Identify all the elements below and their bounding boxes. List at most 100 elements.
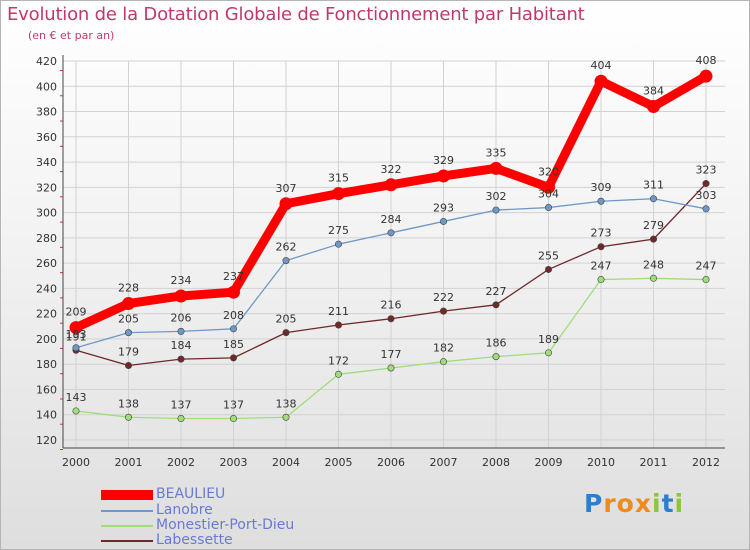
data-point-labessette: [544, 265, 552, 273]
data-label-labessette: 279: [643, 219, 664, 232]
data-point-monestier-port-dieu: [439, 358, 447, 366]
data-label-monestier-port-dieu: 137: [171, 399, 192, 412]
logo-letter: i: [652, 489, 662, 518]
data-label-monestier-port-dieu: 138: [276, 397, 297, 410]
data-label-lanobre: 293: [433, 201, 454, 214]
data-label-beaulieu: 237: [223, 270, 244, 283]
legend-label-labessette: Labessette: [156, 532, 233, 548]
data-point-labessette: [282, 329, 290, 337]
x-tick-label: 2010: [587, 456, 615, 469]
data-label-labessette: 185: [223, 338, 244, 351]
logo-letter: x: [634, 489, 652, 518]
data-label-beaulieu: 384: [643, 84, 664, 97]
data-point-labessette: [597, 243, 605, 251]
data-point-beaulieu: [122, 297, 135, 311]
data-point-beaulieu: [699, 69, 713, 83]
x-tick-label: 2005: [325, 456, 353, 469]
x-tick-label: 2009: [535, 456, 563, 469]
data-label-lanobre: 262: [276, 241, 297, 254]
data-label-lanobre: 303: [696, 189, 717, 202]
x-tick-label: 2007: [430, 456, 458, 469]
data-label-lanobre: 275: [328, 224, 349, 237]
legend-label-beaulieu: BEAULIEU: [156, 486, 226, 502]
data-label-monestier-port-dieu: 182: [433, 342, 454, 355]
data-label-monestier-port-dieu: 177: [381, 348, 402, 361]
y-tick-label: 260: [36, 257, 57, 270]
logo-letter: t: [661, 489, 675, 518]
y-tick-label: 140: [36, 409, 57, 422]
data-label-lanobre: 206: [171, 311, 192, 324]
data-point-labessette: [125, 361, 133, 369]
data-point-labessette: [334, 321, 342, 329]
data-point-beaulieu: [384, 178, 398, 192]
proxiti-logo: Proxiti: [584, 489, 684, 518]
data-point-monestier-port-dieu: [597, 276, 605, 284]
data-label-beaulieu: 320: [538, 165, 559, 178]
data-label-lanobre: 284: [381, 213, 402, 226]
data-point-beaulieu: [489, 161, 503, 175]
data-label-labessette: 222: [433, 291, 454, 304]
data-label-beaulieu: 408: [696, 54, 717, 67]
legend-label-monestier: Monestier-Port-Dieu: [156, 517, 295, 533]
data-point-labessette: [492, 301, 500, 309]
y-tick-label: 340: [36, 156, 57, 169]
data-point-beaulieu: [437, 169, 450, 183]
data-label-beaulieu: 322: [381, 163, 402, 176]
data-label-beaulieu: 329: [433, 154, 454, 167]
data-point-lanobre: [282, 257, 290, 265]
data-label-monestier-port-dieu: 248: [643, 258, 664, 271]
y-tick-label: 380: [36, 106, 57, 119]
data-point-labessette: [387, 315, 395, 323]
series-group: [69, 69, 713, 423]
data-point-beaulieu: [174, 289, 188, 303]
y-tick-label: 160: [36, 383, 57, 396]
data-label-beaulieu: 315: [328, 172, 349, 185]
data-label-labessette: 227: [486, 285, 507, 298]
y-tick-label: 320: [36, 181, 57, 194]
data-label-labessette: 184: [171, 339, 192, 352]
data-label-beaulieu: 307: [276, 182, 297, 195]
data-label-lanobre: 302: [486, 190, 507, 203]
data-point-labessette: [439, 307, 447, 315]
data-point-beaulieu: [647, 99, 660, 113]
y-tick-label: 300: [36, 207, 57, 220]
data-label-lanobre: 309: [591, 181, 612, 194]
y-tick-label: 400: [36, 80, 57, 93]
legend-swatch-monestier: [101, 525, 153, 527]
data-label-labessette: 191: [66, 330, 87, 343]
data-label-monestier-port-dieu: 186: [486, 337, 507, 350]
data-point-lanobre: [387, 229, 395, 237]
data-point-beaulieu: [69, 321, 83, 335]
data-point-lanobre: [334, 240, 342, 248]
axes: 120 140 160 180 200 220 240 260 280 300 320 340 360 3…: [36, 55, 725, 469]
data-point-beaulieu: [227, 285, 240, 299]
data-label-lanobre: 205: [118, 313, 139, 326]
data-point-monestier-port-dieu: [282, 413, 290, 421]
data-point-monestier-port-dieu: [177, 415, 185, 423]
data-label-monestier-port-dieu: 247: [696, 260, 717, 273]
data-point-lanobre: [597, 197, 605, 205]
data-label-lanobre: 311: [643, 179, 664, 192]
x-tick-label: 2008: [482, 456, 510, 469]
data-point-lanobre: [72, 344, 80, 352]
data-point-monestier-port-dieu: [125, 413, 133, 421]
x-tick-label: 2011: [640, 456, 668, 469]
data-label-monestier-port-dieu: 143: [66, 391, 87, 404]
data-point-monestier-port-dieu: [72, 407, 80, 415]
logo-letter: o: [616, 489, 635, 518]
data-point-monestier-port-dieu: [492, 353, 500, 361]
data-label-labessette: 273: [591, 227, 612, 240]
data-label-beaulieu: 228: [118, 282, 139, 295]
data-label-beaulieu: 209: [66, 306, 87, 319]
legend-label-lanobre: Lanobre: [156, 502, 213, 518]
y-tick-label: 420: [36, 55, 57, 68]
data-point-monestier-port-dieu: [387, 364, 395, 372]
x-tick-label: 2004: [272, 456, 300, 469]
x-tick-label: 2012: [692, 456, 720, 469]
data-point-lanobre: [230, 325, 238, 333]
data-label-monestier-port-dieu: 138: [118, 397, 139, 410]
x-tick-label: 2003: [220, 456, 248, 469]
data-point-beaulieu: [279, 197, 293, 211]
x-tick-label: 2006: [377, 456, 405, 469]
y-tick-label: 120: [36, 434, 57, 447]
